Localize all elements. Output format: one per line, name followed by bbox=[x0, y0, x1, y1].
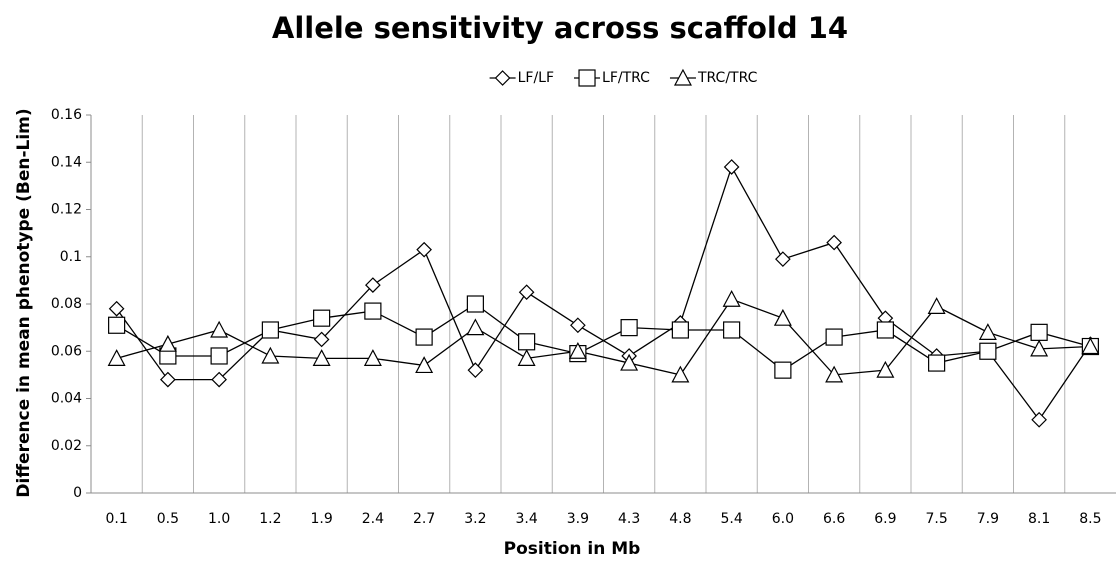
marker-diamond bbox=[826, 234, 842, 251]
y-tick-label: 0.04 bbox=[51, 391, 82, 407]
y-tick-label: 0.12 bbox=[51, 202, 82, 218]
marker-square bbox=[210, 347, 228, 365]
marker-diamond bbox=[416, 241, 432, 258]
marker-diamond bbox=[211, 371, 227, 388]
marker-triangle bbox=[673, 68, 692, 86]
legend-label: LF/LF bbox=[518, 70, 554, 86]
marker-square bbox=[825, 328, 843, 346]
marker-triangle bbox=[825, 365, 844, 383]
marker-diamond bbox=[1031, 411, 1047, 428]
marker-triangle bbox=[620, 353, 639, 371]
x-tick-label: 1.9 bbox=[310, 511, 332, 527]
marker-square bbox=[620, 319, 638, 337]
marker-triangle bbox=[107, 349, 126, 366]
marker-square bbox=[518, 333, 536, 351]
marker-diamond bbox=[723, 159, 740, 175]
marker-triangle bbox=[466, 318, 485, 336]
marker-triangle bbox=[722, 289, 741, 307]
x-tick-label: 1.2 bbox=[259, 511, 281, 527]
x-tick-label: 1.0 bbox=[208, 511, 230, 527]
x-tick-label: 0.5 bbox=[157, 511, 179, 527]
legend: LF/LF LF/TRC TRC/TRC bbox=[489, 68, 758, 87]
y-tick-label: 0.02 bbox=[51, 438, 82, 454]
marker-square bbox=[578, 69, 596, 87]
marker-triangle bbox=[363, 349, 382, 366]
marker-triangle bbox=[415, 356, 434, 374]
marker-square bbox=[928, 354, 946, 372]
x-axis-title: Position in Mb bbox=[504, 539, 641, 559]
marker-triangle bbox=[876, 360, 895, 378]
marker-diamond bbox=[365, 277, 381, 293]
marker-square bbox=[466, 295, 484, 313]
marker-square bbox=[774, 361, 792, 379]
series-line bbox=[116, 298, 1091, 376]
marker-square bbox=[415, 328, 433, 346]
marker-square bbox=[671, 321, 689, 339]
marker-square bbox=[876, 321, 894, 339]
marker-triangle bbox=[312, 349, 331, 366]
y-tick-label: 0.14 bbox=[51, 154, 82, 170]
x-tick-label: 5.4 bbox=[720, 511, 742, 527]
x-tick-label: 8.5 bbox=[1079, 511, 1101, 527]
marker-triangle bbox=[927, 297, 946, 314]
marker-triangle bbox=[978, 323, 997, 340]
x-tick-label: 4.3 bbox=[618, 511, 640, 527]
marker-diamond bbox=[108, 300, 125, 317]
x-tick-label: 3.9 bbox=[567, 511, 589, 527]
chart-title: Allele sensitivity across scaffold 14 bbox=[272, 11, 848, 45]
marker-diamond bbox=[570, 317, 586, 334]
marker-triangle bbox=[671, 365, 690, 383]
marker-diamond bbox=[313, 331, 330, 348]
x-tick-label: 2.4 bbox=[362, 511, 384, 527]
x-tick-label: 6.0 bbox=[772, 511, 794, 527]
marker-diamond bbox=[775, 251, 791, 267]
x-tick-label: 0.1 bbox=[105, 511, 127, 527]
marker-triangle bbox=[517, 349, 536, 366]
x-tick-label: 8.1 bbox=[1028, 511, 1050, 527]
y-tick-label: 0 bbox=[73, 485, 82, 501]
x-tick-label: 6.6 bbox=[823, 511, 845, 527]
marker-square bbox=[723, 321, 741, 339]
marker-square bbox=[313, 309, 331, 327]
marker-triangle bbox=[210, 320, 229, 338]
x-tick-label: 6.9 bbox=[874, 511, 896, 527]
y-tick-label: 0.08 bbox=[51, 296, 82, 312]
marker-diamond bbox=[494, 70, 511, 86]
marker-triangle bbox=[158, 334, 177, 352]
y-axis-title: Difference in mean phenotype (Ben-Lim) bbox=[14, 108, 34, 497]
x-tick-label: 7.9 bbox=[977, 511, 999, 527]
marker-square bbox=[261, 321, 279, 339]
y-tick-label: 0.06 bbox=[51, 343, 82, 359]
marker-diamond bbox=[467, 362, 484, 378]
y-tick-label: 0.1 bbox=[60, 249, 82, 265]
y-tick-label: 0.16 bbox=[51, 107, 82, 123]
legend-label: LF/TRC bbox=[602, 70, 650, 86]
marker-diamond bbox=[160, 371, 176, 388]
x-tick-label: 3.4 bbox=[515, 511, 537, 527]
marker-square bbox=[1030, 323, 1048, 341]
x-tick-label: 7.5 bbox=[925, 511, 947, 527]
marker-square bbox=[364, 302, 382, 320]
marker-square bbox=[979, 342, 997, 360]
marker-triangle bbox=[261, 346, 280, 364]
x-tick-label: 3.2 bbox=[464, 511, 486, 527]
marker-square bbox=[108, 316, 126, 334]
marker-triangle bbox=[568, 341, 587, 359]
legend-label: TRC/TRC bbox=[697, 70, 758, 86]
marker-triangle bbox=[1081, 337, 1100, 355]
marker-triangle bbox=[773, 308, 792, 326]
x-tick-label: 2.7 bbox=[413, 511, 435, 527]
marker-triangle bbox=[1030, 339, 1049, 357]
x-tick-label: 4.8 bbox=[669, 511, 691, 527]
marker-diamond bbox=[518, 284, 535, 301]
